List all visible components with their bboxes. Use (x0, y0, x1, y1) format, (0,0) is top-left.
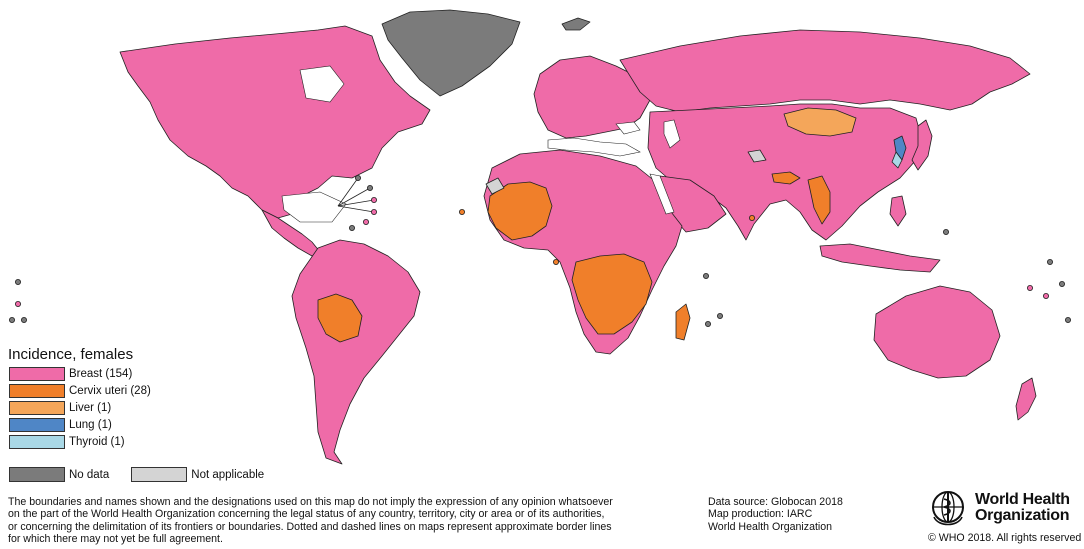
island-marker (749, 214, 756, 221)
island-marker (8, 316, 15, 323)
disclaimer-line: on the part of the World Health Organiza… (8, 508, 605, 521)
legend-label: Thyroid (1) (69, 436, 125, 448)
region-southern-africa-cervix (571, 253, 653, 335)
not-applicable-label: Not applicable (191, 468, 265, 481)
region-philippines (889, 195, 907, 227)
region-indonesia (819, 243, 941, 273)
caspian-sea (663, 119, 681, 149)
country-myanmar (807, 175, 831, 225)
region-australia (873, 285, 1001, 379)
disclaimer-line: for which there may not yet be full agre… (8, 533, 223, 546)
island-marker (458, 208, 465, 215)
data-source: Data source: Globocan 2018 (708, 496, 843, 508)
country-north-korea (891, 151, 903, 169)
country-korea (893, 135, 907, 161)
map-organization: World Health Organization (708, 520, 833, 533)
hudson-bay (299, 65, 345, 103)
country-new-zealand (1015, 377, 1037, 421)
region-russia (619, 29, 1031, 113)
island-marker (348, 224, 355, 231)
legend-swatch (9, 384, 65, 398)
country-mongolia (783, 107, 857, 137)
legend-label: Lung (1) (69, 419, 112, 431)
island-marker (943, 228, 950, 235)
not-applicable-swatch (131, 467, 188, 482)
disclaimer: The boundaries and names shown and the d… (8, 496, 698, 546)
island-marker (1043, 292, 1050, 299)
who-name: World Health Organization (975, 492, 1070, 524)
island-marker (20, 316, 27, 323)
legend-swatch (9, 367, 65, 381)
who-name-line: World Health (975, 491, 1070, 508)
region-west-africa-cervix (487, 181, 553, 241)
island-marker (362, 218, 369, 225)
country-nepal (771, 171, 801, 185)
legend-swatch (9, 418, 65, 432)
black-sea (615, 121, 641, 135)
island-marker (14, 300, 21, 307)
legend-item: Cervix uteri (28) (9, 383, 151, 399)
island-marker (703, 272, 710, 279)
island-marker (553, 258, 560, 265)
legend-item: Lung (1) (9, 417, 151, 433)
legend-item: Liver (1) (9, 400, 151, 416)
legend-item: Breast (154) (9, 366, 151, 382)
legend-special: No data Not applicable (9, 467, 286, 482)
mediterranean-sea (547, 137, 641, 157)
caribbean-sea (281, 191, 347, 223)
legend: Breast (154) Cervix uteri (28) Liver (1) Lu… (9, 366, 151, 451)
legend-swatch (9, 435, 65, 449)
source-info: Data source: Globocan 2018 Map productio… (708, 496, 843, 533)
region-svalbard (561, 17, 591, 31)
island-marker (705, 320, 712, 327)
country-madagascar (675, 303, 691, 341)
who-name-line: Organization (975, 507, 1070, 524)
no-data-label: No data (69, 468, 110, 481)
copyright: © WHO 2018. All rights reserved (928, 532, 1082, 544)
legend-title: Incidence, females (8, 346, 134, 363)
region-south-america (291, 239, 421, 465)
map-production: Map production: IARC (708, 508, 813, 521)
region-north-america (119, 25, 431, 219)
region-africa (483, 149, 683, 355)
island-marker (1065, 316, 1072, 323)
legend-item: Thyroid (1) (9, 434, 151, 450)
legend-label: Breast (154) (69, 368, 133, 380)
country-bolivia (317, 293, 363, 343)
legend-label: Liver (1) (69, 402, 112, 414)
island-marker (14, 278, 21, 285)
island-marker (366, 184, 373, 191)
island-marker (717, 312, 724, 319)
legend-label: Cervix uteri (28) (69, 385, 151, 397)
no-data-swatch (9, 467, 65, 482)
island-marker (370, 196, 377, 203)
island-marker (354, 174, 361, 181)
island-marker (1059, 280, 1066, 287)
country-japan (911, 119, 933, 171)
legend-swatch (9, 401, 65, 415)
disclaimer-line: or concerning the delimitation of its fr… (8, 520, 612, 533)
island-marker (1027, 284, 1034, 291)
island-marker (1047, 258, 1054, 265)
disclaimer-line: The boundaries and names shown and the d… (8, 496, 613, 508)
red-sea (649, 173, 675, 215)
region-western-sahara (485, 177, 505, 195)
who-emblem-icon (932, 491, 964, 526)
region-kashmir (747, 149, 767, 163)
island-marker (370, 208, 377, 215)
region-greenland (381, 9, 521, 97)
